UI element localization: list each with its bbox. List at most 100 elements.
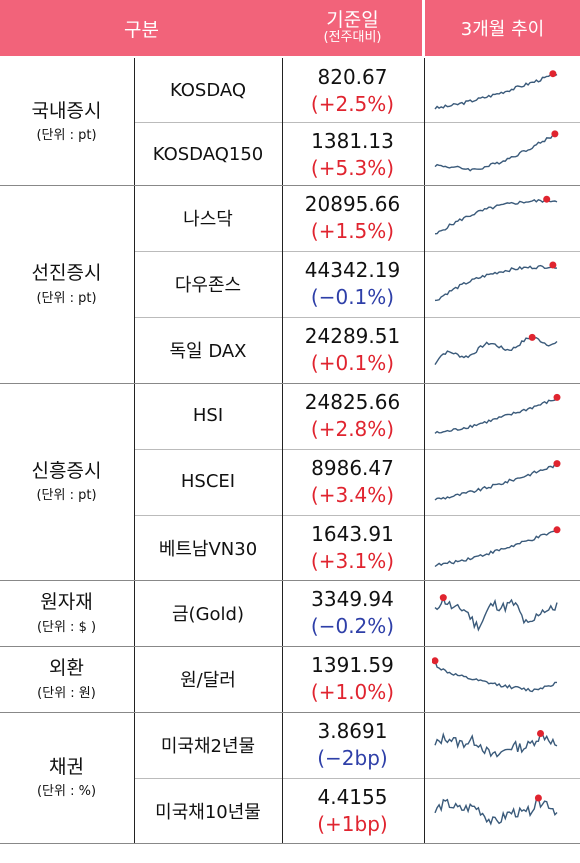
trend-line — [434, 263, 558, 302]
trend-line — [434, 595, 558, 632]
trend-line — [434, 529, 558, 568]
header-category: 구분 — [0, 0, 283, 56]
index-value: 3349.94 — [311, 587, 394, 612]
group-emerging: 신흥증시 (단위 : pt) — [0, 383, 133, 580]
trend-sparkline — [434, 261, 558, 302]
group-divider — [0, 383, 580, 384]
index-value: 24289.51 — [304, 324, 401, 349]
weekly-change: (−0.2%) — [310, 613, 395, 638]
index-value: 20895.66 — [304, 192, 401, 217]
group-unit: (단위 : $ ) — [36, 619, 97, 635]
value-cell: 24825.66 (+2.8%) — [283, 383, 422, 449]
row-divider — [135, 449, 580, 450]
group-unit: (단위 : %) — [36, 784, 97, 800]
trend-sparkline — [434, 460, 561, 501]
group-fx: 외환 (단위 : 원) — [0, 646, 133, 712]
group-unit: (단위 : 원) — [37, 685, 96, 701]
index-value: 1381.13 — [311, 129, 394, 154]
trend-sparkline — [432, 657, 557, 693]
trend-line — [434, 796, 558, 826]
trend-line — [434, 198, 558, 235]
instrument-name: 나스닥 — [183, 208, 233, 230]
group-divider — [0, 646, 580, 647]
index-value: 3.8691 — [317, 719, 388, 744]
index-value: 1643.91 — [311, 522, 394, 547]
header-base-date-sub: (전주대비) — [323, 30, 382, 46]
group-name: 외환 — [49, 657, 84, 680]
weekly-change: (+1.5%) — [310, 218, 395, 243]
high-marker — [528, 333, 536, 341]
table-bottom-border — [0, 843, 580, 844]
value-cell: 20895.66 (+1.5%) — [283, 185, 422, 251]
group-unit: (단위 : pt) — [36, 290, 97, 306]
index-value: 1391.59 — [311, 653, 394, 678]
group-commodity: 원자재 (단위 : $ ) — [0, 580, 133, 646]
high-marker — [549, 70, 557, 78]
trend-sparkline — [434, 730, 558, 758]
trend-line — [434, 731, 558, 758]
row-divider — [135, 317, 580, 318]
weekly-change: (−2bp) — [317, 745, 388, 770]
weekly-change: (+2.8%) — [310, 416, 395, 441]
value-cell: 1381.13 (+5.3%) — [283, 122, 422, 188]
header-base-date-label: 기준일 — [326, 9, 379, 32]
index-value: 8986.47 — [311, 456, 394, 481]
group-bond: 채권 (단위 : %) — [0, 712, 133, 843]
instrument-name: 미국채2년물 — [160, 735, 256, 757]
high-marker — [439, 594, 447, 602]
high-marker — [553, 526, 561, 534]
weekly-change: (+1.0%) — [310, 679, 395, 704]
instrument-name: 원/달러 — [180, 669, 236, 691]
instrument-name: 금(Gold) — [172, 603, 244, 625]
header-trend: 3개월 추이 — [425, 0, 580, 56]
value-cell: 44342.19 (−0.1%) — [283, 251, 422, 317]
value-cell: 820.67 (+2.5%) — [283, 58, 422, 124]
weekly-change: (+3.4%) — [310, 482, 395, 507]
group-name: 선진증시 — [31, 262, 102, 285]
trend-line — [434, 336, 558, 365]
index-value: 820.67 — [317, 65, 388, 90]
group-name: 국내증시 — [31, 99, 102, 122]
instrument-name: 다우존스 — [174, 274, 242, 296]
index-value: 24825.66 — [304, 390, 401, 415]
high-marker — [551, 130, 559, 138]
weekly-change: (+2.5%) — [310, 91, 395, 116]
high-marker — [549, 261, 557, 269]
row-divider — [135, 515, 580, 516]
group-unit: (단위 : pt) — [36, 488, 97, 504]
group-domestic: 국내증시 (단위 : pt) — [0, 58, 133, 185]
value-cell: 3.8691 (−2bp) — [283, 712, 422, 778]
trend-line — [434, 660, 557, 693]
group-divider — [0, 580, 580, 581]
group-name: 신흥증시 — [31, 459, 102, 482]
high-marker — [543, 195, 551, 203]
weekly-change: (+5.3%) — [310, 155, 395, 180]
instrument-name: HSCEI — [180, 471, 236, 493]
value-cell: 1643.91 (+3.1%) — [283, 515, 422, 581]
value-cell: 3349.94 (−0.2%) — [283, 580, 422, 646]
instrument-name: KOSDAQ — [169, 80, 247, 102]
high-marker — [432, 657, 439, 665]
index-value: 44342.19 — [304, 258, 401, 283]
group-developed: 선진증시 (단위 : pt) — [0, 185, 133, 383]
index-value: 4.4155 — [317, 785, 388, 810]
high-marker — [553, 393, 561, 401]
row-divider — [135, 778, 580, 779]
trend-sparkline — [434, 594, 558, 632]
group-divider — [0, 712, 580, 713]
high-marker — [553, 460, 561, 468]
instrument-name: 베트남VN30 — [158, 538, 258, 560]
weekly-change: (+0.1%) — [310, 350, 395, 375]
instrument-name: HSI — [192, 405, 224, 427]
row-divider — [135, 251, 580, 252]
row-divider — [135, 122, 580, 123]
trend-sparkline — [434, 794, 558, 826]
header-divider — [423, 0, 425, 56]
instrument-name: 미국채10년물 — [155, 801, 261, 823]
header-base-date: 기준일 (전주대비) — [283, 0, 422, 56]
trend-sparkline — [434, 333, 558, 365]
weekly-change: (−0.1%) — [310, 284, 395, 309]
group-name: 채권 — [49, 755, 84, 778]
high-marker — [534, 794, 542, 802]
